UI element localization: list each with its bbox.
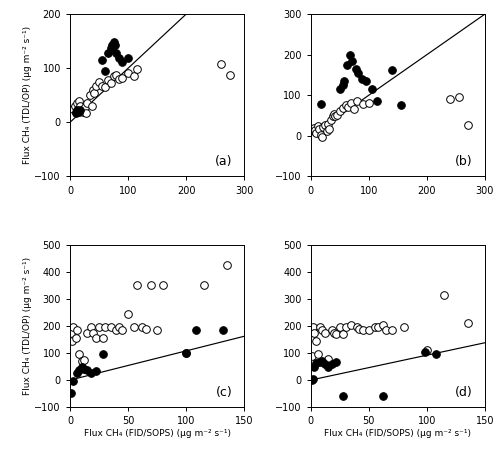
- Y-axis label: Flux CH₄ (TDL/OP) (μg m⁻² s⁻¹): Flux CH₄ (TDL/OP) (μg m⁻² s⁻¹): [22, 257, 32, 395]
- Text: (c): (c): [216, 386, 232, 399]
- Text: (d): (d): [455, 386, 473, 399]
- Text: (a): (a): [214, 155, 232, 168]
- X-axis label: Flux CH₄ (FID/SOPS) (μg m⁻² s⁻¹): Flux CH₄ (FID/SOPS) (μg m⁻² s⁻¹): [324, 429, 472, 438]
- X-axis label: Flux CH₄ (FID/SOPS) (μg m⁻² s⁻¹): Flux CH₄ (FID/SOPS) (μg m⁻² s⁻¹): [84, 429, 231, 438]
- Text: (b): (b): [455, 155, 473, 168]
- Y-axis label: Flux CH₄ (TDL/OP) (μg m⁻² s⁻¹): Flux CH₄ (TDL/OP) (μg m⁻² s⁻¹): [22, 26, 32, 164]
